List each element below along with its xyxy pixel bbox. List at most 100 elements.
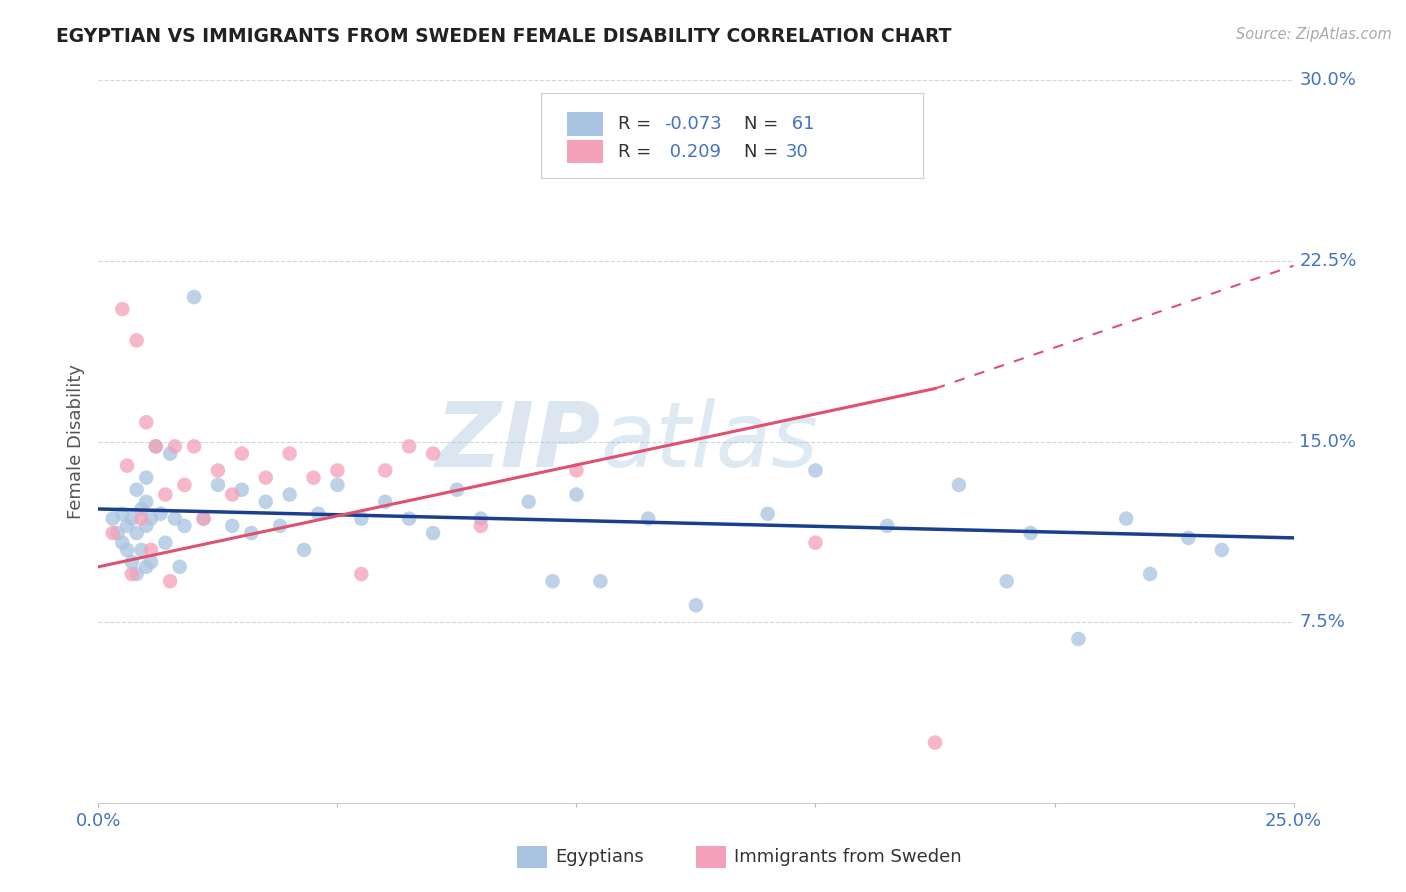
Point [131,511,153,525]
Point [139,542,162,557]
Point [111,535,134,549]
Point [302,470,325,484]
Point [159,446,181,460]
Point [470,518,492,533]
Point [155,535,177,549]
Point [169,559,191,574]
FancyBboxPatch shape [567,112,603,136]
Text: atlas: atlas [600,398,818,485]
Text: 30: 30 [786,143,808,161]
Point [924,735,946,749]
Point [139,511,162,525]
Point [115,518,138,533]
Point [1067,632,1090,646]
Point [1211,542,1233,557]
Point [173,478,195,492]
Point [173,518,195,533]
Text: R =: R = [619,115,657,133]
Point [111,301,134,317]
Point [145,439,167,453]
Point [135,494,157,508]
Point [876,518,898,533]
Point [685,599,707,613]
Point [1139,567,1161,582]
Point [240,526,263,541]
Text: 30.0%: 30.0% [1299,71,1357,89]
Point [131,502,153,516]
Text: 7.5%: 7.5% [1299,613,1346,632]
Point [193,511,215,525]
Point [326,463,349,477]
FancyBboxPatch shape [696,847,725,868]
Point [159,574,181,589]
Text: -0.073: -0.073 [664,115,721,133]
Point [565,487,588,501]
Point [115,542,138,557]
Point [1115,511,1137,525]
Text: N =: N = [744,143,783,161]
Point [221,487,243,501]
Point [422,526,444,541]
Point [183,290,205,304]
Point [135,415,157,429]
Point [131,542,153,557]
Point [278,487,301,501]
Text: 22.5%: 22.5% [1299,252,1357,270]
Point [350,567,373,582]
FancyBboxPatch shape [541,93,922,178]
Point [135,518,157,533]
Point [278,446,301,460]
Point [398,439,420,453]
Point [231,446,253,460]
FancyBboxPatch shape [567,139,603,163]
Point [292,542,315,557]
Point [1177,531,1199,545]
Point [637,511,659,525]
Point [948,478,970,492]
Point [207,463,229,477]
Text: 0.209: 0.209 [664,143,721,161]
Point [107,526,129,541]
Point [326,478,349,492]
Point [269,518,291,533]
Point [398,511,420,525]
Point [1019,526,1042,541]
Text: Egyptians: Egyptians [555,848,644,866]
Y-axis label: Female Disability: Female Disability [67,364,86,519]
Text: 15.0%: 15.0% [1299,433,1357,450]
Point [135,559,157,574]
Text: EGYPTIAN VS IMMIGRANTS FROM SWEDEN FEMALE DISABILITY CORRELATION CHART: EGYPTIAN VS IMMIGRANTS FROM SWEDEN FEMAL… [56,27,952,45]
Point [207,478,229,492]
Point [589,574,612,589]
Point [254,494,277,508]
Point [183,439,205,453]
Point [125,567,148,582]
Point [565,463,588,477]
Point [517,494,540,508]
Point [470,511,492,525]
Point [307,507,329,521]
Text: R =: R = [619,143,657,161]
Point [111,507,134,521]
Point [804,535,827,549]
Point [995,574,1018,589]
Text: Immigrants from Sweden: Immigrants from Sweden [734,848,962,866]
Point [374,463,396,477]
Point [155,487,177,501]
Point [121,567,143,582]
Point [756,507,779,521]
Text: 61: 61 [786,115,814,133]
Point [231,483,253,497]
Point [804,463,827,477]
Point [121,511,143,525]
Point [446,483,468,497]
Point [350,511,373,525]
Point [163,511,186,525]
FancyBboxPatch shape [517,847,547,868]
Point [149,507,172,521]
Point [193,511,215,525]
Point [101,526,124,541]
Point [125,483,148,497]
Point [121,555,143,569]
Point [541,574,564,589]
